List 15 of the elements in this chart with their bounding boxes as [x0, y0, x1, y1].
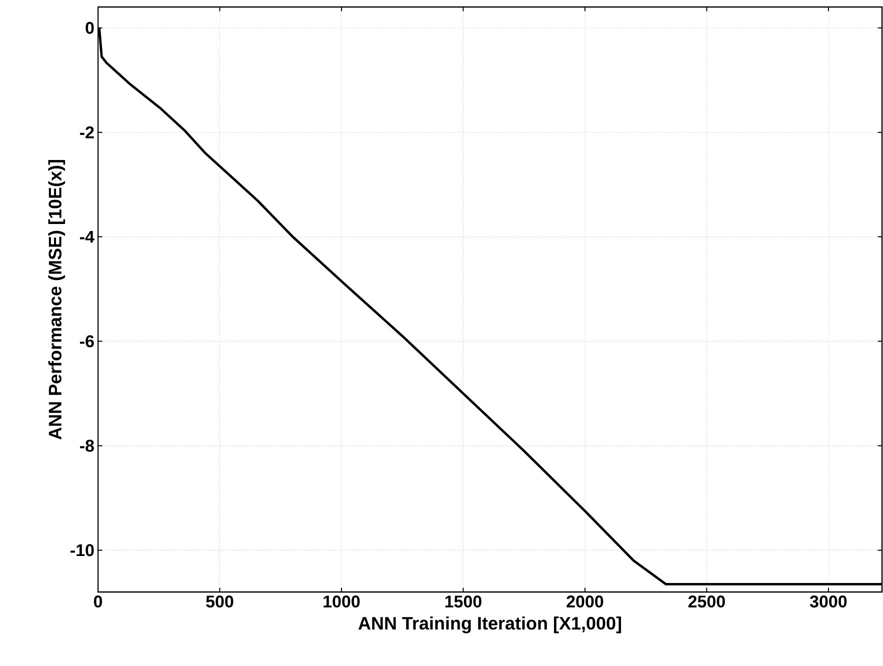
y-tick-label: 0: [86, 22, 94, 34]
y-tick-label: -8: [80, 440, 94, 452]
x-tick-label: 1500: [445, 596, 482, 608]
y-tick-label: -10: [70, 544, 94, 556]
x-tick-label: 2500: [688, 596, 725, 608]
y-tick-label: -6: [80, 335, 94, 348]
y-tick-label: -4: [80, 230, 94, 243]
y-axis-title: ANN Performance (MSE) [10E(x)]: [48, 160, 66, 440]
x-axis-title: ANN Training Iteration [X1,000]: [358, 616, 622, 634]
x-tick-label: 500: [206, 596, 234, 608]
x-tick-label: 2000: [566, 596, 604, 608]
x-tick-label: 1000: [324, 596, 360, 608]
x-tick-label: 3000: [810, 596, 847, 608]
x-tick-label: 0: [94, 596, 102, 608]
y-tick-label: -2: [80, 126, 94, 138]
